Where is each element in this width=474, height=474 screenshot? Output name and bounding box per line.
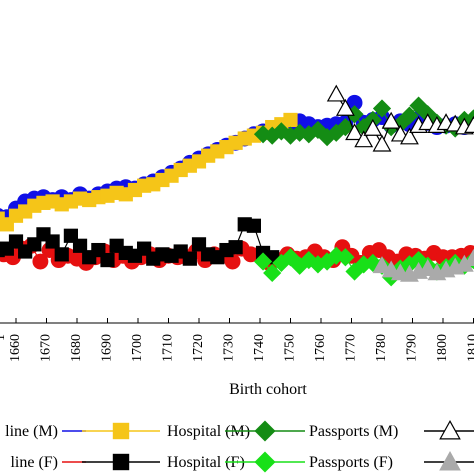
x-tick-label: 1750 <box>283 334 298 362</box>
x-tick-label: 1810 <box>466 334 474 362</box>
data-point <box>72 238 88 253</box>
legend-label: line (M) <box>5 423 58 440</box>
legend-label: Hospital (F) <box>167 454 245 471</box>
x-tick-label: 1700 <box>130 334 145 362</box>
data-point <box>363 118 383 136</box>
x-tick-label: 1690 <box>100 334 115 362</box>
x-tick-label: 1720 <box>191 334 206 362</box>
data-point <box>281 248 300 267</box>
data-point <box>418 259 438 276</box>
legend-label: line (F) <box>10 454 58 471</box>
x-tick-label: 1680 <box>69 334 84 362</box>
data-point <box>335 98 355 116</box>
data-point <box>263 263 282 283</box>
x-tick-label: 1800 <box>435 334 450 362</box>
data-point <box>326 84 346 102</box>
data-point <box>253 252 273 271</box>
data-point <box>246 218 262 233</box>
legend-item: Passports (M) <box>225 420 398 442</box>
x-axis-ticks: 1660 1670 1680 1690 1700 1710 1720 1730 1740 1750… <box>0 318 474 362</box>
plot-area <box>0 84 474 287</box>
legend: line (M) Hospital (M) Passports (M) line (F… <box>5 419 474 473</box>
data-point <box>400 106 419 125</box>
data-point <box>381 111 401 129</box>
square-legend-marker <box>112 422 130 440</box>
data-point <box>228 240 243 255</box>
diamond-legend-marker <box>254 420 276 442</box>
x-tick-label: 1740 <box>252 334 267 362</box>
data-point <box>100 252 115 268</box>
data-point <box>354 130 374 148</box>
x-tick-label: 1670 <box>39 334 54 362</box>
series-group <box>0 112 298 232</box>
square-legend-marker <box>112 453 130 471</box>
x-tick-label: 1770 <box>344 334 359 362</box>
x-tick-label: 1790 <box>405 334 420 362</box>
data-point <box>336 248 355 267</box>
series-group <box>326 84 474 152</box>
legend-item <box>424 450 474 471</box>
x-tick-label: 1780 <box>374 334 389 362</box>
data-point <box>182 251 197 266</box>
data-point <box>283 112 298 128</box>
triangle-legend-marker <box>439 450 461 471</box>
data-point <box>32 253 49 270</box>
diamond-legend-marker <box>254 451 276 473</box>
series-group <box>372 249 474 282</box>
legend-label: Passports (F) <box>309 454 393 471</box>
x-tick-label-partial: 1 <box>0 334 8 341</box>
data-point <box>372 99 392 118</box>
legend-label: Passports (M) <box>309 423 398 440</box>
x-tick-label: 1730 <box>222 334 237 362</box>
data-point <box>372 256 392 274</box>
legend-item: Hospital (F) <box>82 453 245 471</box>
x-tick-label: 1760 <box>313 334 328 362</box>
data-point <box>400 127 419 145</box>
data-point <box>372 134 392 152</box>
x-axis-label: Birth cohort <box>229 381 307 398</box>
data-point <box>345 123 364 141</box>
triangle-legend-marker <box>439 419 461 440</box>
data-point <box>54 247 69 262</box>
data-point <box>409 96 428 115</box>
legend-item: Passports (F) <box>225 451 393 473</box>
x-tick-label: 1660 <box>8 334 23 362</box>
data-point <box>45 234 60 249</box>
legend-item <box>424 419 474 440</box>
legend-item: line (M) <box>5 423 86 440</box>
legend-item: Hospital (M) <box>82 422 250 440</box>
legend-item: line (F) <box>10 454 86 471</box>
legend-label: Hospital (M) <box>167 423 250 440</box>
x-tick-label: 1710 <box>161 334 176 362</box>
